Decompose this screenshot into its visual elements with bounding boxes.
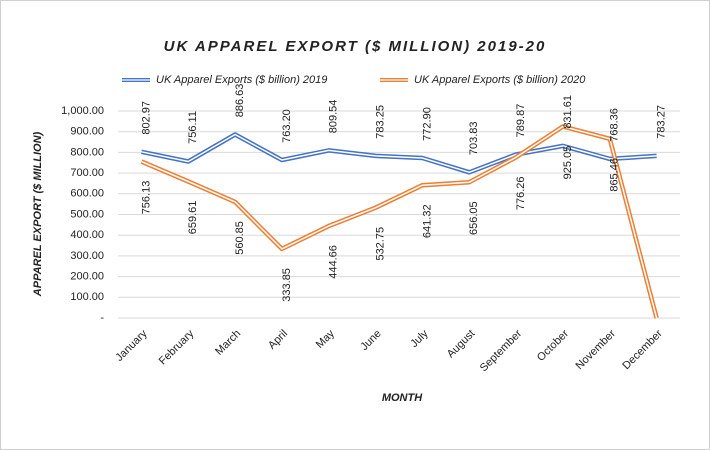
- data-label: 763.20: [281, 109, 293, 143]
- data-label: 333.85: [281, 268, 293, 302]
- data-label: 802.97: [140, 101, 152, 135]
- data-label: 659.61: [187, 201, 199, 235]
- data-label: 768.36: [609, 108, 621, 142]
- y-tick-label: 900.00: [70, 126, 104, 138]
- y-tick-label: 100.00: [70, 291, 104, 303]
- y-tick-label: 600.00: [70, 188, 104, 200]
- data-label: 560.85: [234, 221, 246, 255]
- y-tick-label: 200.00: [70, 271, 104, 283]
- data-label: 809.54: [328, 100, 340, 134]
- data-label: 783.27: [655, 105, 667, 139]
- data-label: 641.32: [421, 204, 433, 238]
- y-tick-label: 700.00: [70, 167, 104, 179]
- data-label: 776.26: [515, 176, 527, 210]
- data-label: 865.46: [609, 158, 621, 192]
- data-label: 886.63: [234, 84, 246, 118]
- data-label: 444.66: [328, 245, 340, 279]
- y-tick-label: 400.00: [70, 229, 104, 241]
- chart-title: UK APPAREL EXPORT ($ MILLION) 2019-20: [164, 38, 547, 55]
- data-label: 656.05: [468, 201, 480, 235]
- data-label: 831.61: [562, 95, 574, 129]
- data-label: 532.75: [374, 227, 386, 261]
- y-tick-label: 300.00: [70, 250, 104, 262]
- legend-label: UK Apparel Exports ($ billion) 2019: [156, 74, 327, 86]
- series-line-inner: [141, 125, 658, 319]
- data-label: 756.13: [140, 181, 152, 215]
- y-tick-label: 1,000.00: [61, 105, 104, 117]
- y-tick-label: 500.00: [70, 208, 104, 220]
- y-axis-title: APPAREL EXPORT ($ MILLION): [32, 131, 44, 297]
- legend-label: UK Apparel Exports ($ billion) 2020: [414, 74, 586, 86]
- data-label: 925.05: [562, 146, 574, 180]
- data-label: 703.83: [468, 121, 480, 155]
- series-line-inner: [141, 133, 657, 174]
- y-tick-label: 800.00: [70, 146, 104, 158]
- data-label: 756.11: [187, 111, 199, 144]
- y-tick-label: -: [100, 312, 104, 324]
- data-label: 772.90: [421, 107, 433, 141]
- data-label: 783.25: [374, 105, 386, 139]
- x-axis-title: MONTH: [382, 392, 423, 404]
- data-label: 789.87: [515, 104, 527, 138]
